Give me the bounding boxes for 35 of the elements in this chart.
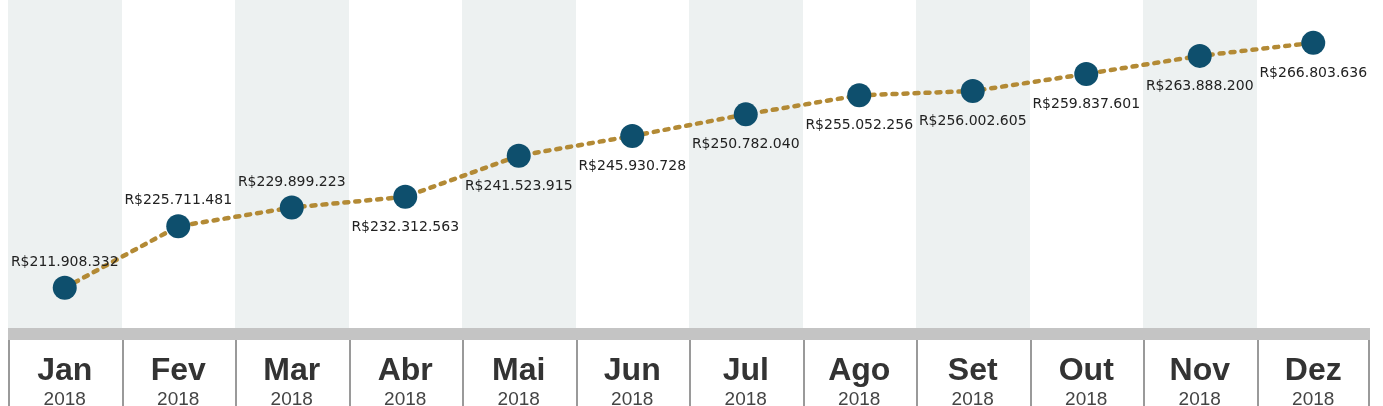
data-label: R$256.002.605 <box>918 112 1027 129</box>
data-label: R$232.312.563 <box>351 217 460 234</box>
point <box>506 143 531 168</box>
point <box>960 79 985 104</box>
x-tick-label: Mai 2018 <box>492 351 546 406</box>
x-tick-label: Jun 2018 <box>603 351 661 406</box>
point <box>279 195 304 220</box>
data-label: R$245.930.728 <box>578 157 687 174</box>
point <box>393 184 418 209</box>
point <box>733 102 758 127</box>
data-label: R$229.899.223 <box>237 172 346 189</box>
data-label: R$266.803.636 <box>1259 63 1368 80</box>
x-tick-label: Out 2018 <box>1058 351 1115 406</box>
data-label: R$250.782.040 <box>691 135 800 152</box>
data-label: R$255.052.256 <box>805 116 914 133</box>
x-tick-label: Ago 2018 <box>828 351 891 406</box>
data-label: R$225.711.481 <box>124 191 233 208</box>
point <box>847 83 872 108</box>
x-tick-label: Mar 2018 <box>263 351 321 406</box>
data-label: R$259.837.601 <box>1032 94 1141 111</box>
x-tick-label: Abr 2018 <box>377 351 433 406</box>
x-tick-label: Dez 2018 <box>1284 351 1342 406</box>
x-tick-label: Jul 2018 <box>722 351 769 406</box>
point <box>1187 43 1212 68</box>
point <box>1301 30 1326 55</box>
x-tick-label: Nov 2018 <box>1169 351 1231 406</box>
point <box>1074 61 1099 86</box>
data-label: R$263.888.200 <box>1145 76 1254 93</box>
point <box>166 214 191 239</box>
data-label: R$241.523.915 <box>464 176 573 193</box>
point <box>620 124 645 149</box>
point <box>52 275 77 300</box>
x-tick-label: Jan 2018 <box>37 351 93 406</box>
x-tick-label: Set 2018 <box>947 351 998 406</box>
x-tick-label: Fev 2018 <box>150 351 207 406</box>
